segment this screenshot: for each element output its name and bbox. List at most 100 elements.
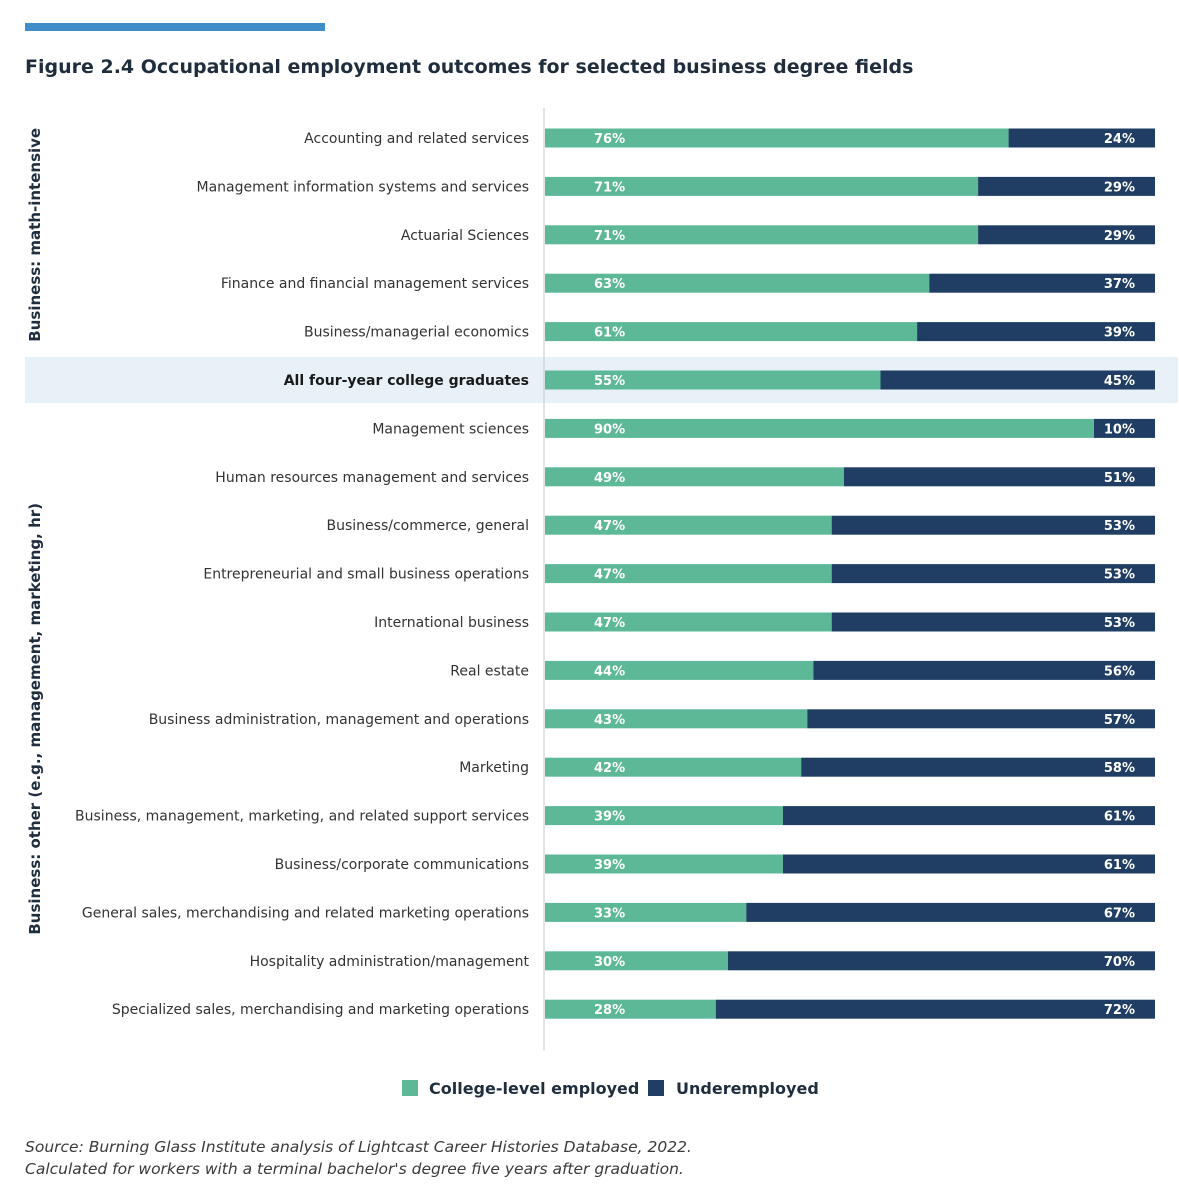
bar-underemployed	[831, 515, 1155, 535]
bar-college-level	[545, 467, 844, 487]
data-label-college-level: 43%	[594, 713, 625, 728]
legend-label-college-level: College-level employed	[429, 1079, 639, 1098]
data-label-underemployed: 53%	[1104, 616, 1135, 631]
bar-underemployed	[917, 322, 1155, 342]
bar-college-level	[545, 999, 716, 1019]
bar-underemployed	[728, 951, 1155, 971]
bar-college-level	[545, 515, 832, 535]
data-label-underemployed: 37%	[1104, 277, 1135, 292]
source-note: Source: Burning Glass Institute analysis…	[25, 1136, 692, 1180]
data-label-college-level: 39%	[594, 858, 625, 873]
data-label-underemployed: 53%	[1104, 519, 1135, 534]
group-label: Business: other (e.g., management, marke…	[26, 503, 44, 935]
bar-college-level	[545, 612, 832, 632]
data-label-college-level: 42%	[594, 761, 625, 776]
bar-college-level	[545, 660, 814, 680]
data-label-underemployed: 61%	[1104, 810, 1135, 825]
data-label-college-level: 47%	[594, 568, 625, 583]
bar-college-level	[545, 564, 832, 584]
bar-college-level	[545, 225, 979, 245]
bar-underemployed	[813, 660, 1155, 680]
bar-underemployed	[978, 176, 1155, 196]
data-label-college-level: 47%	[594, 616, 625, 631]
legend-swatch-college-level	[402, 1080, 418, 1096]
data-label-college-level: 90%	[594, 422, 625, 437]
bar-underemployed	[880, 370, 1155, 390]
data-label-college-level: 49%	[594, 471, 625, 486]
category-label: Business, management, marketing, and rel…	[75, 809, 529, 825]
category-label: Finance and financial management service…	[221, 276, 529, 292]
bar-underemployed	[831, 612, 1155, 632]
category-label: Business/managerial economics	[304, 325, 529, 341]
bar-underemployed	[782, 806, 1155, 826]
stacked-bar-chart: Accounting and related services 76% 24% Man…	[25, 108, 1178, 1098]
category-label: Management sciences	[372, 421, 529, 437]
data-label-underemployed: 72%	[1104, 1003, 1135, 1018]
bar-college-level	[545, 322, 918, 342]
source-line-2: Calculated for workers with a terminal b…	[25, 1160, 684, 1178]
bar-underemployed	[782, 854, 1155, 874]
bar-underemployed	[831, 564, 1155, 584]
data-label-college-level: 61%	[594, 326, 625, 341]
data-label-underemployed: 67%	[1104, 906, 1135, 921]
data-label-underemployed: 24%	[1104, 132, 1135, 147]
bar-underemployed	[1008, 128, 1155, 148]
data-label-underemployed: 61%	[1104, 858, 1135, 873]
data-label-underemployed: 58%	[1104, 761, 1135, 776]
data-label-college-level: 71%	[594, 180, 625, 195]
data-label-underemployed: 57%	[1104, 713, 1135, 728]
legend-swatch-underemployed	[648, 1080, 664, 1096]
data-label-college-level: 39%	[594, 810, 625, 825]
bar-underemployed	[843, 467, 1155, 487]
data-label-underemployed: 53%	[1104, 568, 1135, 583]
data-label-college-level: 28%	[594, 1003, 625, 1018]
bar-college-level	[545, 854, 783, 874]
category-label: Hospitality administration/management	[250, 954, 530, 970]
category-label: Human resources management and services	[215, 470, 529, 486]
category-label: Actuarial Sciences	[401, 228, 529, 244]
bar-college-level	[545, 273, 930, 293]
data-label-underemployed: 45%	[1104, 374, 1135, 389]
data-label-underemployed: 10%	[1104, 422, 1135, 437]
bar-underemployed	[746, 902, 1155, 922]
bar-underemployed	[807, 709, 1155, 729]
bar-underemployed	[1094, 418, 1155, 438]
source-line-1: Source: Burning Glass Institute analysis…	[25, 1138, 692, 1156]
bar-college-level	[545, 176, 979, 196]
category-label: All four-year college graduates	[284, 373, 529, 389]
data-label-college-level: 44%	[594, 664, 625, 679]
category-label: Marketing	[459, 760, 529, 776]
data-label-college-level: 55%	[594, 374, 625, 389]
data-label-underemployed: 51%	[1104, 471, 1135, 486]
title-accent-bar	[25, 23, 325, 31]
bar-underemployed	[715, 999, 1155, 1019]
data-label-college-level: 33%	[594, 906, 625, 921]
data-label-college-level: 76%	[594, 132, 625, 147]
category-label: Accounting and related services	[304, 131, 529, 147]
group-label: Business: math-intensive	[26, 128, 44, 342]
category-label: Business administration, management and …	[149, 712, 529, 728]
data-label-college-level: 47%	[594, 519, 625, 534]
bar-college-level	[545, 806, 783, 826]
category-label: Specialized sales, merchandising and mar…	[112, 1002, 529, 1018]
legend-label-underemployed: Underemployed	[676, 1079, 819, 1098]
data-label-underemployed: 29%	[1104, 180, 1135, 195]
bar-college-level	[545, 709, 808, 729]
data-label-college-level: 71%	[594, 229, 625, 244]
bar-underemployed	[929, 273, 1155, 293]
category-label: Entrepreneurial and small business opera…	[203, 567, 529, 583]
bar-college-level	[545, 902, 747, 922]
category-label: Business/corporate communications	[275, 857, 529, 873]
bar-college-level	[545, 370, 881, 390]
bar-college-level	[545, 757, 802, 777]
category-label: Management information systems and servi…	[196, 179, 529, 195]
data-label-underemployed: 56%	[1104, 664, 1135, 679]
bar-college-level	[545, 418, 1094, 438]
category-label: Business/commerce, general	[327, 518, 529, 534]
data-label-college-level: 63%	[594, 277, 625, 292]
category-label: Real estate	[450, 663, 529, 679]
figure-title: Figure 2.4 Occupational employment outco…	[25, 56, 914, 78]
data-label-underemployed: 39%	[1104, 326, 1135, 341]
data-label-underemployed: 70%	[1104, 955, 1135, 970]
category-label: General sales, merchandising and related…	[82, 905, 529, 921]
